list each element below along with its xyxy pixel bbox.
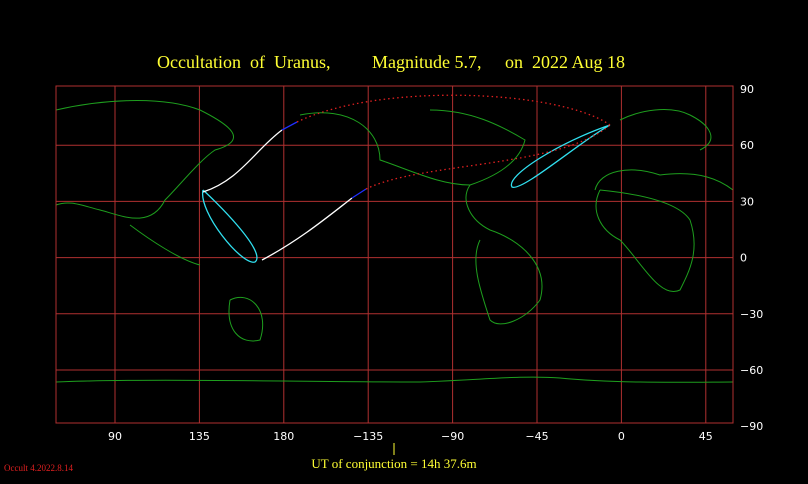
latitude-label: −90 <box>740 420 763 433</box>
longitude-label: 135 <box>189 430 210 443</box>
coastlines <box>55 100 734 383</box>
longitude-label: 180 <box>273 430 294 443</box>
longitude-label: 0 <box>618 430 625 443</box>
title-date: on 2022 Aug 18 <box>505 52 625 72</box>
latitude-label: 60 <box>740 139 754 152</box>
version-label: Occult 4.2022.8.14 <box>4 463 73 473</box>
title-magnitude: Magnitude 5.7, <box>372 52 482 72</box>
longitude-label: −90 <box>441 430 464 443</box>
longitude-label: 90 <box>108 430 122 443</box>
conjunction-label: UT of conjunction = 14h 37.6m <box>311 456 476 471</box>
title: Occultation of Uranus, Magnitude 5.7, on… <box>157 52 625 72</box>
latitude-label: −30 <box>740 308 763 321</box>
longitude-label: −135 <box>353 430 383 443</box>
latitude-label: −60 <box>740 364 763 377</box>
longitude-label: 45 <box>699 430 713 443</box>
longitude-label: −45 <box>525 430 548 443</box>
path-curves <box>202 94 611 263</box>
latitude-label: 90 <box>740 83 754 96</box>
latitude-label: 30 <box>740 195 754 208</box>
grid <box>56 86 733 423</box>
map-frame <box>55 85 734 424</box>
title-object: Occultation of Uranus, <box>157 52 330 72</box>
latitude-label: 0 <box>740 252 747 265</box>
